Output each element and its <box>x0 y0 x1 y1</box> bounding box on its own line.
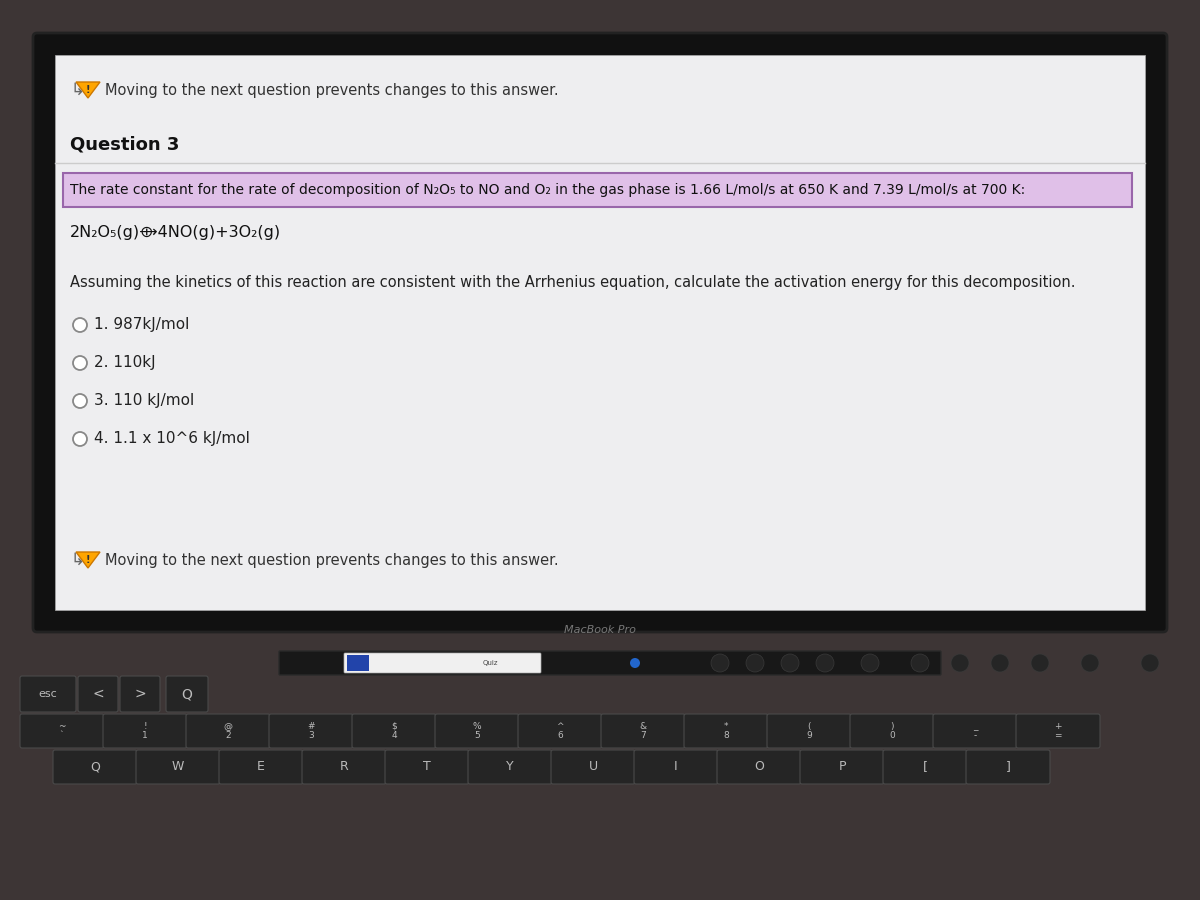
Circle shape <box>630 658 640 668</box>
Text: Moving to the next question prevents changes to this answer.: Moving to the next question prevents cha… <box>106 83 559 97</box>
FancyBboxPatch shape <box>136 750 220 784</box>
Text: I: I <box>674 760 678 773</box>
FancyBboxPatch shape <box>850 714 934 748</box>
Circle shape <box>816 654 834 672</box>
Text: R: R <box>340 760 348 773</box>
FancyBboxPatch shape <box>385 750 469 784</box>
Circle shape <box>952 654 970 672</box>
Text: P: P <box>839 760 846 773</box>
Text: O: O <box>754 760 764 773</box>
Circle shape <box>73 394 88 408</box>
FancyBboxPatch shape <box>883 750 967 784</box>
FancyBboxPatch shape <box>103 714 187 748</box>
FancyBboxPatch shape <box>34 33 1166 632</box>
Circle shape <box>746 654 764 672</box>
FancyBboxPatch shape <box>55 55 1145 610</box>
Circle shape <box>1081 654 1099 672</box>
Text: [: [ <box>923 760 928 773</box>
Text: E: E <box>257 760 265 773</box>
Text: !: ! <box>85 85 90 95</box>
Text: !
1: ! 1 <box>142 722 148 741</box>
Text: The rate constant for the rate of decomposition of N₂O₅ to NO and O₂ in the gas : The rate constant for the rate of decomp… <box>70 183 1025 197</box>
Text: &
7: & 7 <box>640 722 647 741</box>
Circle shape <box>1141 654 1159 672</box>
FancyBboxPatch shape <box>468 750 552 784</box>
FancyBboxPatch shape <box>352 714 436 748</box>
Text: 2N₂O₅(g)⟴4NO(g)+3O₂(g): 2N₂O₅(g)⟴4NO(g)+3O₂(g) <box>70 226 281 240</box>
FancyBboxPatch shape <box>0 650 1200 895</box>
Text: _
-: _ - <box>973 722 977 741</box>
Text: @
2: @ 2 <box>223 722 233 741</box>
Text: #
3: # 3 <box>307 722 314 741</box>
Text: $
4: $ 4 <box>391 722 397 741</box>
Circle shape <box>73 356 88 370</box>
Text: Question 3: Question 3 <box>70 136 179 154</box>
FancyBboxPatch shape <box>20 676 76 712</box>
Polygon shape <box>76 552 100 568</box>
FancyBboxPatch shape <box>718 750 802 784</box>
Text: ^
6: ^ 6 <box>557 722 564 741</box>
Text: ↳: ↳ <box>70 551 84 569</box>
Text: Assuming the kinetics of this reaction are consistent with the Arrhenius equatio: Assuming the kinetics of this reaction a… <box>70 275 1075 291</box>
Text: W: W <box>172 760 184 773</box>
Text: <: < <box>92 687 104 701</box>
Text: )
0: ) 0 <box>889 722 895 741</box>
Circle shape <box>710 654 730 672</box>
FancyBboxPatch shape <box>1016 714 1100 748</box>
Text: %
5: % 5 <box>473 722 481 741</box>
FancyBboxPatch shape <box>120 676 160 712</box>
FancyBboxPatch shape <box>220 750 302 784</box>
Text: (
9: ( 9 <box>806 722 812 741</box>
Circle shape <box>911 654 929 672</box>
Text: Moving to the next question prevents changes to this answer.: Moving to the next question prevents cha… <box>106 553 559 568</box>
FancyBboxPatch shape <box>166 676 208 712</box>
FancyBboxPatch shape <box>269 714 353 748</box>
FancyBboxPatch shape <box>344 653 541 673</box>
FancyBboxPatch shape <box>20 714 104 748</box>
FancyBboxPatch shape <box>436 714 520 748</box>
Text: 1. 987kJ/mol: 1. 987kJ/mol <box>94 318 190 332</box>
FancyBboxPatch shape <box>601 714 685 748</box>
Circle shape <box>991 654 1009 672</box>
Circle shape <box>73 432 88 446</box>
FancyBboxPatch shape <box>186 714 270 748</box>
Text: !: ! <box>85 555 90 565</box>
FancyBboxPatch shape <box>934 714 1018 748</box>
FancyBboxPatch shape <box>551 750 635 784</box>
Text: 2. 110kJ: 2. 110kJ <box>94 356 156 371</box>
Text: >: > <box>134 687 146 701</box>
Text: 3. 110 kJ/mol: 3. 110 kJ/mol <box>94 393 194 409</box>
Text: *
8: * 8 <box>724 722 728 741</box>
FancyBboxPatch shape <box>800 750 884 784</box>
Text: Y: Y <box>506 760 514 773</box>
Circle shape <box>781 654 799 672</box>
Text: Q: Q <box>90 760 100 773</box>
Text: esc: esc <box>38 689 58 699</box>
Text: Q: Q <box>181 687 192 701</box>
Text: T: T <box>424 760 431 773</box>
FancyBboxPatch shape <box>53 750 137 784</box>
Polygon shape <box>76 82 100 98</box>
FancyBboxPatch shape <box>634 750 718 784</box>
FancyBboxPatch shape <box>64 173 1132 207</box>
Text: +
=: + = <box>1055 722 1062 741</box>
Text: ~
`: ~ ` <box>59 722 66 741</box>
Text: Quiz: Quiz <box>482 660 498 666</box>
FancyBboxPatch shape <box>684 714 768 748</box>
FancyBboxPatch shape <box>518 714 602 748</box>
Text: U: U <box>588 760 598 773</box>
FancyBboxPatch shape <box>278 651 941 675</box>
Text: ↳: ↳ <box>70 81 84 99</box>
FancyBboxPatch shape <box>302 750 386 784</box>
Text: MacBook Pro: MacBook Pro <box>564 625 636 635</box>
FancyBboxPatch shape <box>347 655 370 671</box>
Circle shape <box>862 654 878 672</box>
FancyBboxPatch shape <box>78 676 118 712</box>
FancyBboxPatch shape <box>767 714 851 748</box>
FancyBboxPatch shape <box>966 750 1050 784</box>
Circle shape <box>1031 654 1049 672</box>
Circle shape <box>73 318 88 332</box>
Text: 4. 1.1 x 10^6 kJ/mol: 4. 1.1 x 10^6 kJ/mol <box>94 431 250 446</box>
Text: ]: ] <box>1006 760 1010 773</box>
